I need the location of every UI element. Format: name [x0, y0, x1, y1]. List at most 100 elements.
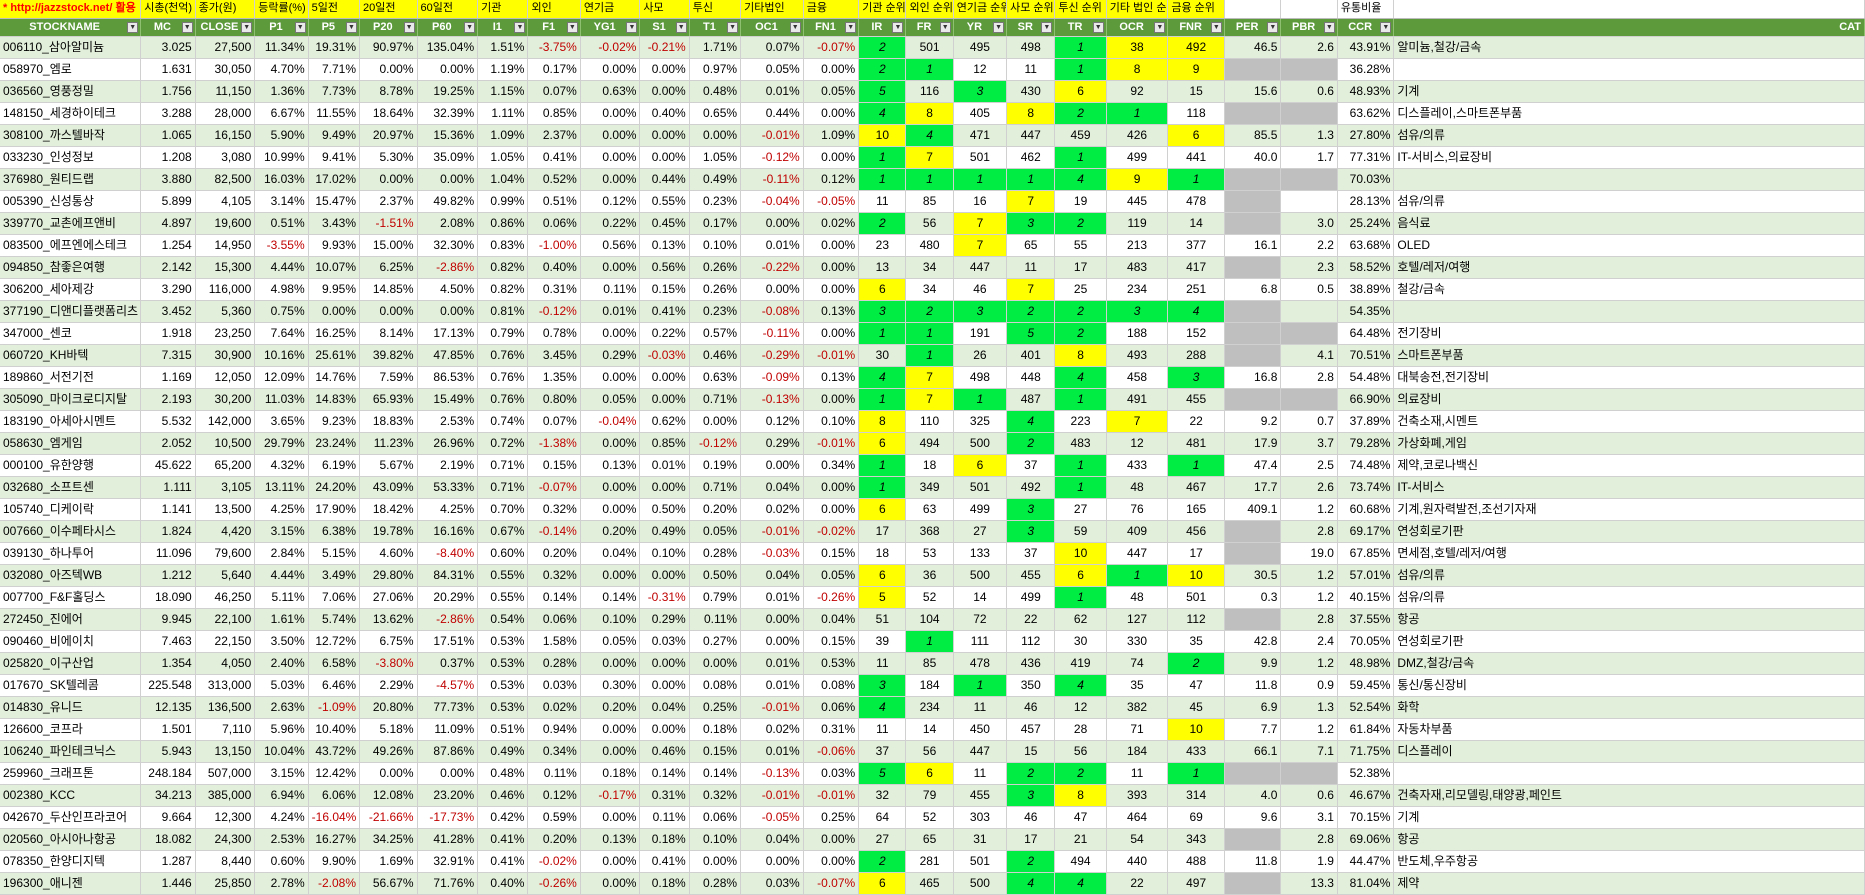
cell-ccr[interactable]: 54.35% [1337, 300, 1395, 323]
cell-sr[interactable]: 2 [1006, 432, 1056, 455]
cell-t1[interactable]: 0.00% [689, 652, 742, 675]
cell-yr[interactable]: 3 [953, 80, 1008, 103]
cell-ir[interactable]: 23 [858, 234, 907, 257]
cell-ir[interactable]: 27 [858, 828, 907, 851]
cell-oc1[interactable]: 0.00% [740, 278, 804, 301]
cell-ir[interactable]: 4 [858, 102, 907, 125]
cell-fr[interactable]: 1 [905, 630, 954, 653]
cell-ocr[interactable]: 92 [1106, 80, 1169, 103]
cell-p1[interactable]: 5.96% [254, 718, 309, 741]
cell-fnr[interactable]: 2 [1167, 652, 1225, 675]
cell-fnr[interactable]: 4 [1167, 300, 1225, 323]
cell-ir[interactable]: 1 [858, 322, 907, 345]
cell-p1[interactable]: 13.11% [254, 476, 309, 499]
cell-p20[interactable]: 8.14% [359, 322, 418, 345]
cell-mc[interactable]: 3.880 [140, 168, 196, 191]
cell-ocr[interactable]: 8 [1106, 58, 1169, 81]
cell-p60[interactable]: 77.73% [417, 696, 479, 719]
cell-stockname[interactable]: 305090_마이크로디지탈 [0, 388, 142, 411]
cell-fnr[interactable]: 152 [1167, 322, 1225, 345]
top-label-cell[interactable] [1280, 0, 1338, 19]
cell-yg1[interactable]: 0.11% [580, 278, 641, 301]
cell-ocr[interactable]: 38 [1106, 36, 1169, 59]
cell-t1[interactable]: 0.32% [689, 784, 742, 807]
cell-t1[interactable]: 0.00% [689, 410, 742, 433]
cell-close[interactable]: 313,000 [195, 674, 256, 697]
cell-fn1[interactable]: 0.00% [803, 256, 860, 279]
cell-yr[interactable]: 133 [953, 542, 1008, 565]
cell-p20[interactable]: 13.62% [359, 608, 418, 631]
cell-p20[interactable]: 1.69% [359, 850, 418, 873]
column-header-p1[interactable]: P1 ▼ [254, 18, 309, 37]
cell-ocr[interactable]: 382 [1106, 696, 1169, 719]
cell-f1[interactable]: 0.34% [527, 740, 581, 763]
cell-yg1[interactable]: -0.02% [580, 36, 641, 59]
top-label-cell[interactable]: 연기금 순위 [953, 0, 1008, 19]
cell-pbr[interactable]: 1.2 [1280, 718, 1338, 741]
cell-mc[interactable]: 1.254 [140, 234, 196, 257]
cell-i1[interactable]: 0.76% [477, 388, 529, 411]
cell-yg1[interactable]: 0.63% [580, 80, 641, 103]
cell-pbr[interactable]: 2.2 [1280, 234, 1338, 257]
cell-fn1[interactable]: 0.08% [803, 674, 860, 697]
cell-yg1[interactable]: 0.00% [580, 850, 641, 873]
cell-cat[interactable]: 호텔/레저/여행 [1393, 256, 1865, 279]
cell-close[interactable]: 136,500 [195, 696, 256, 719]
cell-pbr[interactable] [1280, 102, 1338, 125]
cell-ir[interactable]: 10 [858, 124, 907, 147]
cell-stockname[interactable]: 007660_이수페타시스 [0, 520, 142, 543]
cell-stockname[interactable]: 039130_하나투어 [0, 542, 142, 565]
cell-ir[interactable]: 3 [858, 674, 907, 697]
cell-ocr[interactable]: 464 [1106, 806, 1169, 829]
cell-sr[interactable]: 436 [1006, 652, 1056, 675]
cell-f1[interactable]: -0.26% [527, 872, 581, 895]
cell-yg1[interactable]: 0.00% [580, 322, 641, 345]
top-label-cell[interactable]: 60일전 [417, 0, 479, 19]
cell-fr[interactable]: 2 [905, 300, 954, 323]
cell-yg1[interactable]: 0.29% [580, 344, 641, 367]
cell-stockname[interactable]: 078350_한양디지텍 [0, 850, 142, 873]
cell-oc1[interactable]: 0.03% [740, 872, 804, 895]
cell-mc[interactable]: 1.212 [140, 564, 196, 587]
cell-p5[interactable]: 15.47% [308, 190, 361, 213]
table-row[interactable]: 339770_교촌에프앤비 4.897 19,600 0.51% 3.43% -1.51%… [0, 212, 1865, 235]
column-header-p5[interactable]: P5 ▼ [308, 18, 361, 37]
table-row[interactable]: 007660_이수페타시스 1.824 4,420 3.15% 6.38% 19.78% 1… [0, 520, 1865, 543]
cell-yr[interactable]: 27 [953, 520, 1008, 543]
cell-ccr[interactable]: 61.84% [1337, 718, 1395, 741]
cell-p20[interactable]: 65.93% [359, 388, 418, 411]
cell-mc[interactable]: 7.315 [140, 344, 196, 367]
column-header-fr[interactable]: FR ▼ [905, 18, 954, 37]
cell-ocr[interactable]: 76 [1106, 498, 1169, 521]
cell-fnr[interactable]: 14 [1167, 212, 1225, 235]
top-label-cell[interactable]: 종가(원) [195, 0, 256, 19]
cell-ocr[interactable]: 48 [1106, 476, 1169, 499]
cell-yr[interactable]: 16 [953, 190, 1008, 213]
cell-mc[interactable]: 1.354 [140, 652, 196, 675]
cell-oc1[interactable]: 0.44% [740, 102, 804, 125]
top-label-cell[interactable]: 금융 순위 [1167, 0, 1225, 19]
cell-p5[interactable]: 19.31% [308, 36, 361, 59]
cell-mc[interactable]: 1.501 [140, 718, 196, 741]
cell-p1[interactable]: 4.44% [254, 256, 309, 279]
cell-oc1[interactable]: 0.01% [740, 652, 804, 675]
cell-ocr[interactable]: 3 [1106, 300, 1169, 323]
column-header-p60[interactable]: P60 ▼ [417, 18, 479, 37]
cell-p5[interactable]: 6.06% [308, 784, 361, 807]
cell-ocr[interactable]: 483 [1106, 256, 1169, 279]
cell-fr[interactable]: 494 [905, 432, 954, 455]
cell-p20[interactable]: 15.00% [359, 234, 418, 257]
cell-i1[interactable]: 0.76% [477, 344, 529, 367]
cell-mc[interactable]: 4.897 [140, 212, 196, 235]
cell-ccr[interactable]: 70.03% [1337, 168, 1395, 191]
cell-t1[interactable]: 0.20% [689, 498, 742, 521]
cell-stockname[interactable]: 058970_엠로 [0, 58, 142, 81]
cell-mc[interactable]: 2.142 [140, 256, 196, 279]
cell-ir[interactable]: 4 [858, 366, 907, 389]
cell-i1[interactable]: 0.76% [477, 366, 529, 389]
column-header-oc1[interactable]: OC1 ▼ [740, 18, 804, 37]
cell-f1[interactable]: 0.80% [527, 388, 581, 411]
cell-per[interactable]: 0.3 [1224, 586, 1282, 609]
cell-t1[interactable]: 0.48% [689, 80, 742, 103]
cell-pbr[interactable]: 2.6 [1280, 36, 1338, 59]
